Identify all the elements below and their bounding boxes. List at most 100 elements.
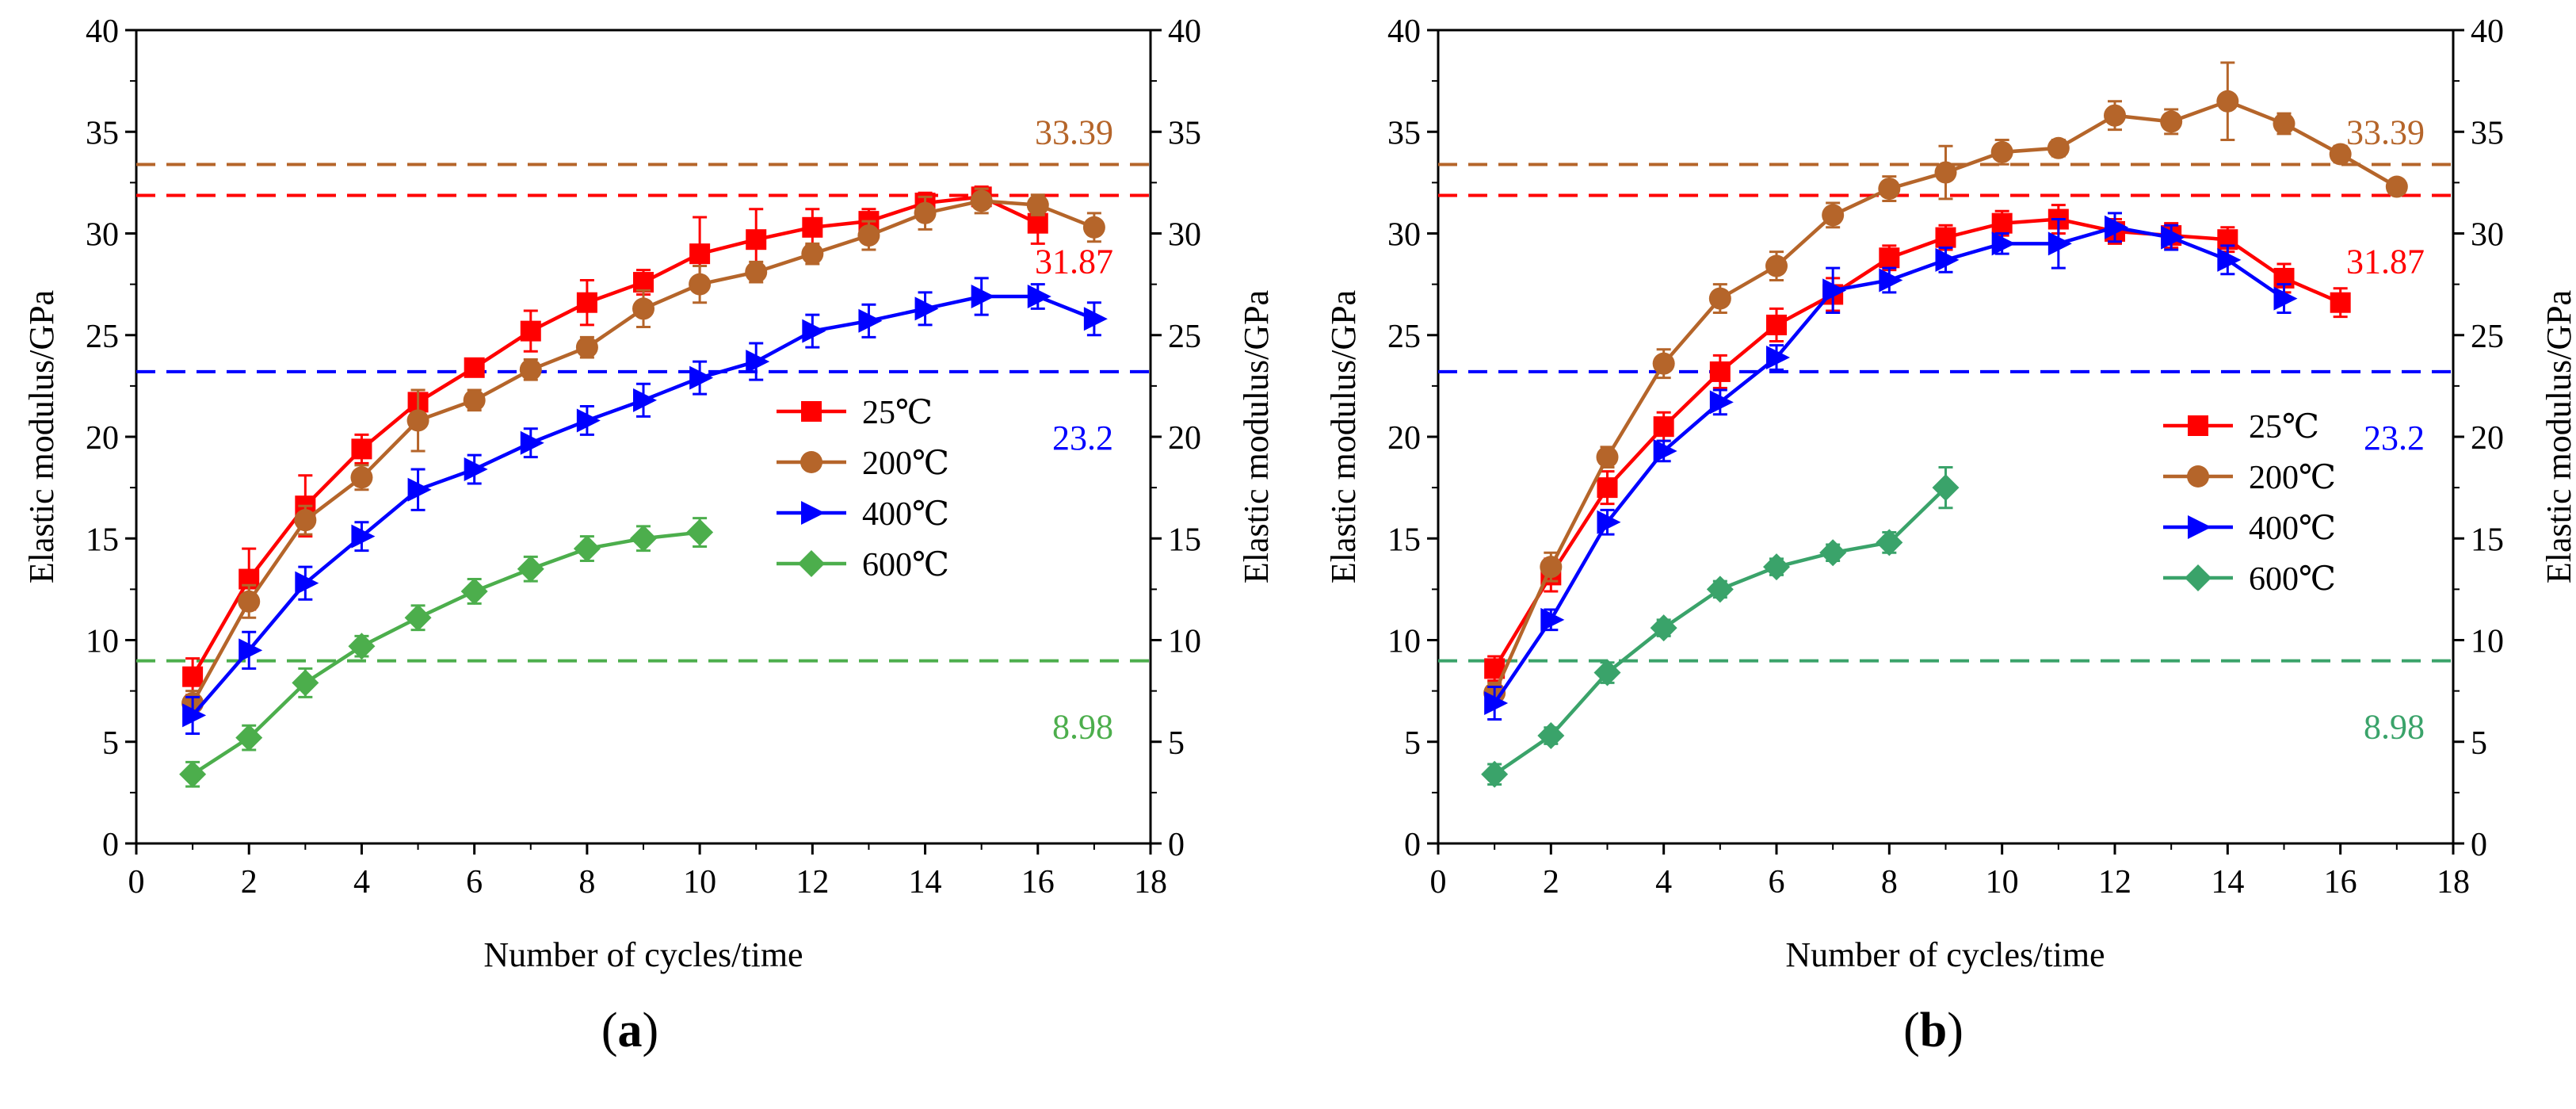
- legend-marker: [798, 550, 825, 577]
- x-tick-label: 8: [1881, 864, 1898, 901]
- y-tick-label-right: 5: [1168, 725, 1185, 762]
- data-point: [520, 320, 541, 342]
- y-tick-label-left: 5: [102, 725, 119, 762]
- data-point: [404, 604, 432, 632]
- y-tick-label-right: 0: [1168, 827, 1185, 863]
- y-tick-label-right: 40: [1168, 13, 1201, 50]
- x-tick-label: 12: [2098, 864, 2131, 901]
- reference-line-label: 8.98: [2364, 708, 2425, 747]
- series-3: [179, 517, 714, 788]
- data-point: [971, 285, 995, 309]
- legend-label: 600℃: [862, 547, 949, 583]
- data-point: [633, 388, 657, 412]
- y-axis-title-left: Elastic modulus/GPa: [22, 290, 61, 583]
- legend-label: 25℃: [862, 395, 933, 431]
- data-point: [1652, 352, 1675, 375]
- panel-label-paren: (: [1903, 1004, 1920, 1057]
- data-point: [1082, 216, 1105, 239]
- data-point: [406, 409, 429, 432]
- legend-label: 200℃: [2249, 460, 2336, 496]
- data-point: [686, 518, 714, 546]
- x-tick-label: 10: [683, 864, 716, 901]
- legend-marker: [801, 401, 822, 422]
- data-point: [1763, 553, 1790, 581]
- data-point: [802, 216, 823, 238]
- y-tick-label-left: 0: [102, 827, 119, 863]
- x-tick-label: 16: [2324, 864, 2357, 901]
- data-point: [1935, 227, 1956, 248]
- data-point: [1879, 247, 1900, 269]
- data-point: [235, 724, 263, 751]
- legend-marker: [2188, 515, 2212, 539]
- reference-line-label: 31.87: [1035, 243, 1113, 281]
- y-axis-title-right: Elastic modulus/GPa: [2540, 290, 2576, 583]
- data-point: [573, 535, 601, 563]
- y-tick-label-left: 25: [86, 319, 119, 355]
- x-tick-label: 8: [578, 864, 595, 901]
- data-point: [1990, 140, 2013, 163]
- legend: 25℃ 200℃ 400℃ 600℃: [777, 395, 949, 583]
- panel-label-paren: (: [601, 1004, 618, 1057]
- series-1: [1483, 61, 2408, 705]
- data-point: [463, 388, 486, 411]
- reference-line-label: 33.39: [1035, 113, 1113, 152]
- data-point: [464, 457, 488, 482]
- data-point: [464, 357, 485, 378]
- y-tick-label-right: 10: [1168, 624, 1201, 660]
- data-point: [914, 296, 939, 321]
- data-point: [407, 477, 432, 502]
- data-point: [348, 633, 376, 660]
- data-point: [1932, 474, 1960, 502]
- y-tick-label-left: 10: [1387, 624, 1421, 660]
- reference-line-label: 8.98: [1052, 708, 1113, 747]
- y-tick-label-left: 35: [86, 115, 119, 151]
- legend-label: 25℃: [2249, 409, 2319, 446]
- data-point: [1766, 345, 1790, 369]
- data-point: [238, 590, 261, 613]
- data-point: [1709, 390, 1734, 415]
- x-tick-label: 2: [241, 864, 258, 901]
- y-tick-label-right: 20: [2471, 420, 2504, 457]
- y-tick-label-right: 30: [1168, 217, 1201, 254]
- y-tick-label-left: 30: [1387, 217, 1421, 254]
- data-point: [351, 438, 372, 460]
- data-point: [1822, 204, 1845, 227]
- data-point: [576, 292, 597, 313]
- x-tick-label: 16: [1021, 864, 1055, 901]
- series-line: [191, 530, 700, 776]
- legend-marker: [2188, 415, 2208, 436]
- data-point: [1540, 607, 1565, 632]
- data-point: [2047, 136, 2070, 159]
- series-3: [1481, 465, 1960, 788]
- y-tick-label-left: 35: [1387, 115, 1421, 151]
- y-tick-label-left: 5: [1404, 725, 1421, 762]
- data-point: [1026, 193, 1049, 216]
- data-point: [1481, 760, 1509, 788]
- data-point: [576, 408, 601, 433]
- data-point: [1706, 576, 1734, 603]
- y-tick-label-right: 40: [2471, 13, 2504, 50]
- data-point: [575, 336, 598, 359]
- data-point: [746, 350, 770, 374]
- data-point: [2216, 90, 2239, 113]
- data-point: [239, 638, 263, 663]
- data-point: [1876, 529, 1903, 556]
- y-tick-label-right: 30: [2471, 217, 2504, 254]
- data-point: [914, 201, 937, 224]
- data-point: [857, 224, 880, 247]
- y-tick-label-right: 35: [2471, 115, 2504, 151]
- x-axis-title: Number of cycles/time: [483, 935, 803, 974]
- data-point: [1653, 416, 1674, 438]
- data-point: [1653, 438, 1677, 463]
- panel-label: (a): [601, 1004, 658, 1057]
- y-tick-label-right: 25: [1168, 319, 1201, 355]
- legend-marker: [800, 451, 822, 473]
- y-tick-label-left: 0: [1404, 827, 1421, 863]
- data-point: [182, 703, 207, 728]
- x-tick-label: 14: [909, 864, 942, 901]
- data-point: [517, 555, 544, 583]
- data-point: [689, 273, 712, 296]
- x-tick-label: 4: [1655, 864, 1672, 901]
